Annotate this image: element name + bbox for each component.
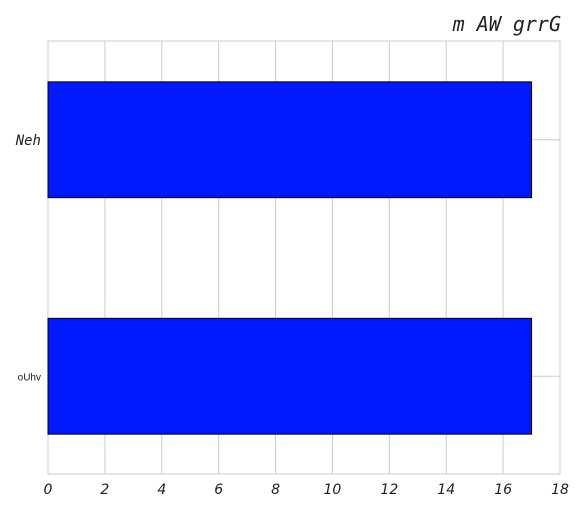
x-tick-label: 10 [324,482,342,498]
x-tick-label: 0 [44,482,53,498]
x-tick-label: 18 [551,482,569,498]
x-tick-label: 12 [380,482,398,498]
y-tick-label: oUhv [18,372,41,383]
chart-title: m AW grrG [452,12,561,36]
plot-frame [47,40,561,475]
bar-ouhv [47,317,533,435]
x-tick-label: 8 [271,482,280,498]
x-tick-label: 6 [214,482,223,498]
y-tick-label: Neh [15,133,41,149]
bars [47,81,533,435]
x-tick-labels: 0 2 4 6 8 10 12 14 16 18 [44,482,569,498]
x-tick-label: 4 [157,482,166,498]
x-tick-label: 16 [494,482,512,498]
x-tick-label: 14 [437,482,455,498]
y-tick-labels: Neh oUhv [15,133,41,384]
bar-neh [47,81,533,199]
x-tick-label: 2 [100,482,109,498]
